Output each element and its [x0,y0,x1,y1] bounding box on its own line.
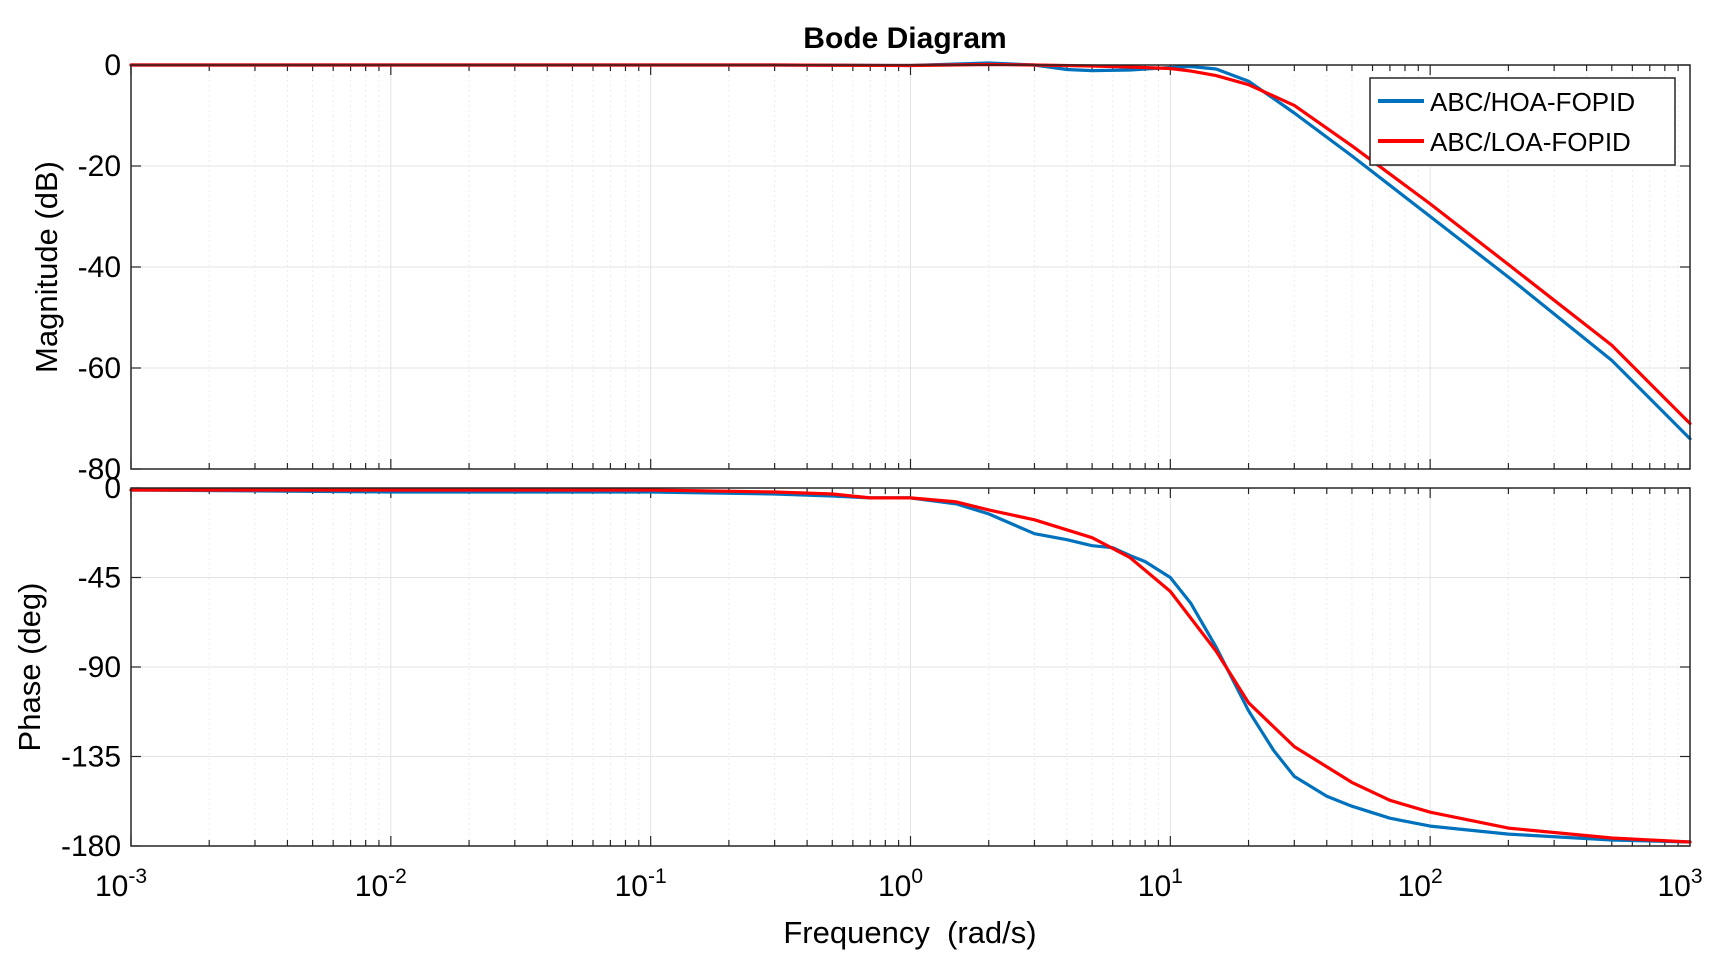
legend[interactable]: ABC/HOA-FOPID ABC/LOA-FOPID [1369,77,1676,166]
phase-y-tick-label: -180 [61,830,121,863]
legend-label-loa: ABC/LOA-FOPID [1430,127,1631,157]
phase-y-tick-label: 0 [104,472,121,505]
x-tick-label: 10-1 [615,865,667,903]
magnitude-y-tick-label: -60 [78,352,121,385]
phase-panel: 0 -45 -90 -135 -180 Phase (deg) [12,472,1692,863]
phase-y-tick-label: -135 [61,741,121,774]
magnitude-y-tick-labels: 0 -20 -40 -60 -80 [78,49,121,486]
magnitude-ticks [130,64,1690,470]
magnitude-y-tick-label: -40 [78,251,121,284]
phase-line-abc-loa-fopid [129,488,1692,844]
chart-title: Bode Diagram [803,22,1006,55]
x-tick-label: 102 [1398,865,1443,903]
magnitude-y-tick-label: -20 [78,150,121,183]
x-axis-label: Frequency (rad/s) [783,915,1036,950]
x-tick-labels: 10-3 10-2 10-1 100 101 102 103 [95,865,1703,903]
phase-axes-box [130,487,1691,847]
phase-y-tick-label: -90 [78,651,121,684]
x-tick-label: 103 [1657,865,1702,903]
magnitude-axes-box [130,64,1691,470]
phase-lines [129,488,1692,844]
x-tick-label: 10-3 [95,865,147,903]
phase-ylabel: Phase (deg) [12,583,47,752]
x-tick-label: 100 [878,865,923,903]
legend-label-hoa: ABC/HOA-FOPID [1430,87,1635,117]
x-tick-label: 101 [1138,865,1183,903]
phase-y-tick-labels: 0 -45 -90 -135 -180 [61,472,121,863]
magnitude-y-tick-label: -80 [78,453,121,486]
phase-y-tick-label: -45 [78,562,121,595]
magnitude-y-tick-label: 0 [104,49,121,82]
x-tick-label: 10-2 [355,865,407,903]
magnitude-ylabel: Magnitude (dB) [29,161,64,373]
legend-box [1369,77,1676,166]
